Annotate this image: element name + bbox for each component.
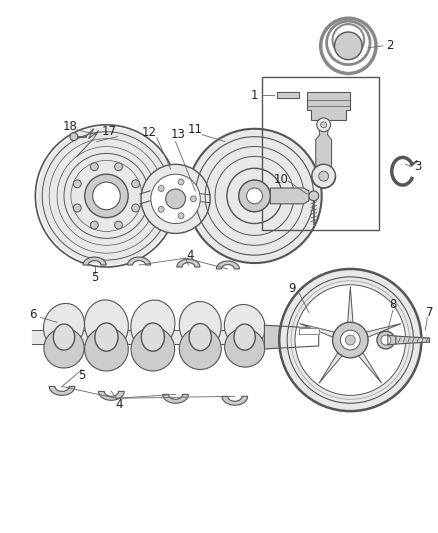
Circle shape [279, 269, 421, 411]
Text: 6: 6 [28, 308, 36, 321]
Circle shape [178, 213, 184, 219]
Circle shape [381, 335, 391, 345]
Polygon shape [163, 394, 188, 403]
Circle shape [191, 196, 196, 202]
Circle shape [239, 180, 270, 212]
Polygon shape [396, 336, 429, 344]
Bar [262, 77, 379, 230]
Circle shape [90, 163, 98, 171]
Polygon shape [83, 257, 106, 265]
Circle shape [312, 164, 336, 188]
Circle shape [73, 204, 81, 212]
Circle shape [332, 322, 368, 358]
Text: 7: 7 [426, 306, 433, 319]
Circle shape [115, 221, 123, 229]
Circle shape [132, 204, 140, 212]
Circle shape [319, 171, 328, 181]
Text: 4: 4 [116, 398, 123, 411]
Ellipse shape [141, 323, 164, 351]
Text: 9: 9 [288, 282, 296, 295]
Text: 11: 11 [188, 123, 203, 136]
Circle shape [141, 164, 210, 233]
Polygon shape [32, 330, 309, 344]
Circle shape [247, 188, 262, 204]
Ellipse shape [131, 327, 175, 371]
Polygon shape [216, 261, 240, 269]
Circle shape [115, 163, 123, 171]
Ellipse shape [224, 304, 265, 349]
Polygon shape [222, 397, 247, 405]
Circle shape [321, 122, 327, 128]
Text: 12: 12 [141, 126, 156, 139]
Ellipse shape [85, 300, 128, 350]
Polygon shape [388, 335, 396, 345]
Circle shape [377, 331, 395, 349]
Ellipse shape [95, 323, 118, 351]
Circle shape [158, 206, 164, 212]
Ellipse shape [44, 328, 84, 368]
Circle shape [90, 221, 98, 229]
Polygon shape [366, 324, 401, 337]
Circle shape [309, 191, 319, 201]
Circle shape [178, 179, 184, 185]
Ellipse shape [234, 324, 255, 350]
Polygon shape [99, 391, 124, 400]
Polygon shape [300, 324, 335, 337]
Text: 8: 8 [389, 298, 396, 311]
Circle shape [346, 335, 355, 345]
Circle shape [151, 174, 200, 223]
Polygon shape [299, 328, 319, 334]
Circle shape [37, 127, 176, 265]
Circle shape [317, 118, 331, 132]
Polygon shape [319, 353, 342, 383]
Circle shape [166, 189, 185, 209]
Ellipse shape [53, 324, 74, 350]
Circle shape [132, 180, 140, 188]
Circle shape [70, 133, 78, 141]
Ellipse shape [85, 327, 128, 371]
Text: 1: 1 [251, 88, 258, 102]
Text: 13: 13 [171, 128, 186, 141]
Circle shape [295, 285, 406, 395]
Ellipse shape [131, 300, 175, 350]
Polygon shape [270, 188, 309, 204]
Text: 10: 10 [274, 173, 289, 185]
Circle shape [92, 182, 120, 209]
Polygon shape [316, 120, 332, 173]
Polygon shape [127, 257, 151, 265]
Circle shape [187, 129, 321, 263]
Polygon shape [277, 92, 299, 98]
Circle shape [73, 180, 81, 188]
Ellipse shape [225, 328, 265, 367]
Polygon shape [307, 92, 350, 120]
Ellipse shape [179, 302, 221, 350]
Polygon shape [265, 325, 319, 349]
Text: 5: 5 [91, 271, 98, 284]
Text: 17: 17 [102, 125, 117, 138]
Text: 3: 3 [414, 160, 421, 173]
Text: 2: 2 [386, 39, 394, 52]
Circle shape [158, 185, 164, 191]
Circle shape [335, 32, 362, 60]
Text: 4: 4 [187, 249, 194, 262]
Ellipse shape [43, 303, 85, 349]
Ellipse shape [189, 324, 212, 351]
Text: 5: 5 [78, 369, 85, 382]
Circle shape [85, 174, 128, 217]
Polygon shape [348, 287, 353, 322]
Polygon shape [358, 353, 381, 383]
Polygon shape [177, 259, 200, 267]
Polygon shape [49, 386, 75, 395]
Ellipse shape [179, 328, 221, 369]
Text: 18: 18 [63, 120, 78, 133]
Circle shape [340, 330, 360, 350]
